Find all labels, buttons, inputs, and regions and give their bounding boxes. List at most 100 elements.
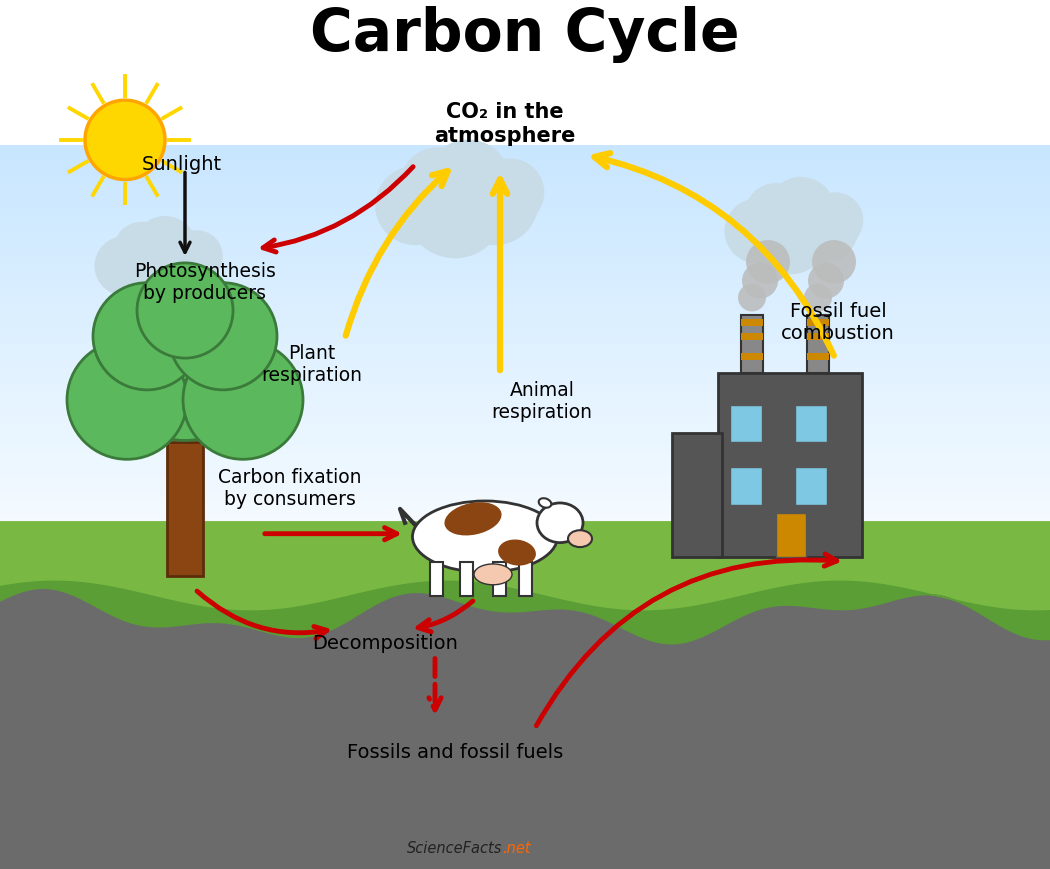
Bar (807, 334, 830, 341)
Bar (0, 344, 1050, 352)
Circle shape (744, 184, 807, 246)
Circle shape (476, 159, 544, 227)
FancyArrowPatch shape (537, 554, 837, 726)
Circle shape (113, 222, 171, 280)
Text: Plant
respiration: Plant respiration (261, 343, 362, 384)
Ellipse shape (568, 531, 592, 547)
FancyArrowPatch shape (265, 528, 397, 541)
Bar (0, 471, 1050, 479)
Bar (0, 487, 1050, 494)
Text: ScienceFacts: ScienceFacts (406, 839, 502, 855)
Bar (0, 431, 1050, 439)
Circle shape (67, 341, 187, 460)
Circle shape (724, 199, 790, 264)
Bar (0, 518, 1050, 526)
Bar (0, 415, 1050, 423)
FancyArrowPatch shape (418, 601, 472, 632)
Ellipse shape (537, 503, 583, 543)
Bar (0, 264, 1050, 273)
Circle shape (133, 216, 196, 280)
Bar (0, 185, 1050, 193)
Text: Sunlight: Sunlight (142, 155, 222, 174)
Ellipse shape (498, 540, 536, 566)
Bar (0, 383, 1050, 391)
Circle shape (746, 241, 790, 284)
Circle shape (375, 167, 455, 246)
Bar (0, 534, 1050, 542)
Circle shape (812, 241, 856, 284)
Bar (0, 614, 1050, 621)
Bar (0, 289, 1050, 296)
Circle shape (171, 231, 223, 282)
Bar (0, 566, 1050, 574)
Ellipse shape (413, 501, 558, 573)
Bar (0, 574, 1050, 581)
Ellipse shape (444, 502, 502, 536)
Text: .net: .net (502, 839, 530, 855)
Bar (0, 249, 1050, 256)
Bar (0, 281, 1050, 289)
Bar (741, 334, 763, 341)
Circle shape (804, 284, 832, 312)
Bar (0, 328, 1050, 336)
Text: Carbon fixation
by consumers: Carbon fixation by consumers (218, 467, 362, 508)
Bar (807, 316, 830, 374)
Bar (0, 273, 1050, 281)
Bar (0, 391, 1050, 400)
Text: Photosynthesis
by producers: Photosynthesis by producers (134, 262, 276, 303)
FancyArrowPatch shape (345, 172, 447, 336)
Bar (0, 598, 1050, 606)
Bar (741, 316, 763, 374)
Bar (519, 563, 531, 596)
Bar (0, 502, 1050, 510)
Bar (0, 447, 1050, 454)
Circle shape (118, 232, 192, 307)
Bar (0, 581, 1050, 589)
Circle shape (136, 263, 233, 359)
FancyArrowPatch shape (428, 659, 441, 710)
Bar (807, 320, 830, 327)
Bar (430, 563, 443, 596)
Bar (718, 374, 862, 557)
Bar (0, 439, 1050, 447)
Bar (0, 352, 1050, 360)
Bar (0, 312, 1050, 320)
FancyArrowPatch shape (594, 154, 834, 356)
Circle shape (742, 263, 778, 299)
Bar (0, 368, 1050, 375)
Bar (0, 558, 1050, 566)
Circle shape (85, 101, 165, 181)
FancyArrowPatch shape (180, 173, 190, 253)
Bar (776, 514, 806, 557)
Circle shape (169, 283, 277, 390)
Circle shape (808, 263, 844, 299)
FancyArrowPatch shape (197, 592, 327, 639)
Bar (730, 405, 762, 443)
Bar (0, 154, 1050, 162)
Circle shape (183, 341, 303, 460)
Bar (0, 146, 1050, 154)
Bar (795, 405, 827, 443)
Bar (494, 563, 506, 596)
Text: Decomposition: Decomposition (312, 634, 458, 653)
Bar (0, 296, 1050, 304)
Ellipse shape (539, 499, 551, 508)
Bar (0, 169, 1050, 177)
Circle shape (452, 159, 539, 246)
Bar (0, 462, 1050, 471)
Bar (795, 468, 827, 506)
Bar (0, 193, 1050, 201)
Circle shape (94, 236, 155, 296)
Ellipse shape (474, 564, 512, 585)
Text: Animal
respiration: Animal respiration (491, 381, 592, 421)
Circle shape (766, 177, 835, 246)
FancyArrowPatch shape (264, 168, 413, 253)
FancyArrowPatch shape (492, 180, 507, 371)
Circle shape (93, 283, 201, 390)
Bar (0, 606, 1050, 614)
Bar (0, 336, 1050, 344)
Bar (0, 360, 1050, 368)
Bar (0, 542, 1050, 550)
Bar (0, 589, 1050, 598)
Bar (0, 526, 1050, 534)
